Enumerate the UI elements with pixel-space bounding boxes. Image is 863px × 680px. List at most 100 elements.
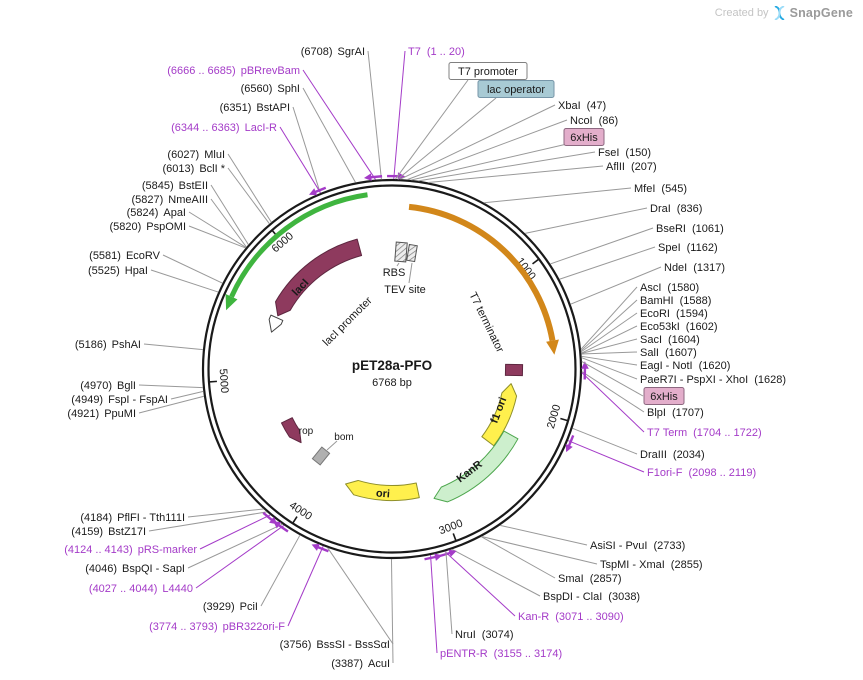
callout-line-fsei [418,151,596,182]
feature-label-t7-terminator[interactable]: T7 terminator [466,290,506,354]
enzyme-label-fsei[interactable]: FseI (150) [598,147,651,159]
enzyme-label-nmeaiii[interactable]: (5827) NmeAIII [131,194,208,206]
enzyme-label-bstapi[interactable]: (6351) BstAPI [220,102,290,114]
enzyme-label-sgrai[interactable]: (6708) SgrAI [301,46,365,58]
callout-line-pentr-r [430,555,438,654]
enzyme-label-ncoi[interactable]: NcoI (86) [570,115,618,127]
feature-f1-ori[interactable] [481,383,518,447]
feature-laci-promoter[interactable] [268,314,284,333]
primer-label-laci-r[interactable]: (6344 .. 6363) LacI-R [171,122,277,134]
scale-tick-label: 2000 [545,403,563,430]
enzyme-label-bstz17i[interactable]: (4159) BstZ17I [71,526,146,538]
primer-label-t7[interactable]: T7 (1 .. 20) [408,46,465,58]
feature-bom[interactable] [311,446,331,466]
enzyme-label-asisi-pvui[interactable]: AsiSI - PvuI (2733) [590,540,685,552]
enzyme-label-draiii[interactable]: DraIII (2034) [640,449,705,461]
enzyme-label-bspqi-sapi[interactable]: (4046) BspQI - SapI [85,563,185,575]
callout-line-f1ori-f [567,440,645,473]
primer-label-pentr-r[interactable]: pENTR-R (3155 .. 3174) [440,648,562,660]
enzyme-label-aflii[interactable]: AflII (207) [606,161,657,173]
enzyme-label-bsteii[interactable]: (5845) BstEII [142,180,208,192]
enzyme-label-saci[interactable]: SacI (1604) [640,334,700,346]
callout-line-asisi-pvui [499,524,588,546]
primer-label-pbr322ori-f[interactable]: (3774 .. 3793) pBR322ori-F [149,621,285,633]
callout-line-apai [188,211,247,248]
feature-laci[interactable] [275,238,363,317]
enzyme-label-ecori[interactable]: EcoRI (1594) [640,308,708,320]
enzyme-label-eco53ki[interactable]: Eco53kI (1602) [640,321,718,333]
badge-line-t7-promoter [395,79,469,180]
feature-label-rop[interactable]: rop [299,426,314,437]
enzyme-label-pflfi-tth111i[interactable]: (4184) PflFI - Tth111I [80,512,185,524]
watermark-created-by: Created by [714,7,769,19]
callout-line-ndei [570,266,662,305]
badge-lac-operator-1[interactable] [477,80,555,98]
enzyme-label-pspomi[interactable]: (5820) PspOMI [109,221,186,233]
badge-t7-promoter-0[interactable] [448,62,528,80]
enzyme-label-pshai[interactable]: (5186) PshAI [75,339,141,351]
primer-label-f1ori-f[interactable]: F1ori-F (2098 .. 2119) [647,467,756,479]
enzyme-label-sali[interactable]: SalI (1607) [640,347,697,359]
enzyme-label-acui[interactable]: (3387) AcuI [331,658,390,670]
callout-line-bsteii [210,184,249,245]
scale-tick [292,516,298,524]
enzyme-label-ppumi[interactable]: (4921) PpuMI [67,408,136,420]
feature-label-bom[interactable]: bom [334,432,353,443]
primer-label-pbrrevbam[interactable]: (6666 .. 6685) pBRrevBam [167,65,300,77]
primer-label-t7-term[interactable]: T7 Term (1704 .. 1722) [647,427,762,439]
callout-line-asci [580,286,638,350]
badge-6xhis-2[interactable] [563,128,605,146]
enzyme-label-asci[interactable]: AscI (1580) [640,282,699,294]
enzyme-label-mlui[interactable]: (6027) MluI [167,149,225,161]
callout-line-t7 [393,50,406,180]
enzyme-label-pcii[interactable]: (3929) PciI [203,601,258,613]
enzyme-label-bcli[interactable]: (6013) BclI * [163,163,226,175]
feature-label-laci-promoter[interactable]: lacI promoter [321,295,375,349]
feature-tev-site[interactable] [406,243,418,263]
enzyme-label-drai[interactable]: DraI (836) [650,203,702,215]
enzyme-label-paer7i-pspxi-xhoi[interactable]: PaeR7I - PspXI - XhoI (1628) [640,374,786,386]
enzyme-label-xbai[interactable]: XbaI (47) [558,100,606,112]
enzyme-label-hpai[interactable]: (5525) HpaI [88,265,148,277]
enzyme-label-fspi-fspai[interactable]: (4949) FspI - FspAI [71,394,168,406]
enzyme-label-tspmi-xmai[interactable]: TspMI - XmaI (2855) [600,559,703,571]
feature-ori[interactable] [345,479,420,501]
primer-arrow-pbr322ori-f [311,543,320,551]
badge-6xhis-3[interactable] [643,387,685,405]
feature-rop[interactable] [280,417,302,444]
feature-insert-orf-arc[interactable] [408,203,556,342]
watermark: Created by SnapGene [715,6,853,20]
enzyme-label-blpi[interactable]: BlpI (1707) [647,407,704,419]
enzyme-label-bamhi[interactable]: BamHI (1588) [640,295,711,307]
feature-orf-frame-arc[interactable] [229,192,368,298]
feature-label-ori[interactable]: ori [375,488,390,501]
primer-label-prs-marker[interactable]: (4124 .. 4143) pRS-marker [64,544,197,556]
enzyme-label-bseri[interactable]: BseRI (1061) [656,223,724,235]
callout-line-smai [481,536,556,579]
enzyme-label-ecorv[interactable]: (5581) EcoRV [89,250,160,262]
enzyme-label-eagi-noti[interactable]: EagI - NotI (1620) [640,360,730,372]
feature-label-tev-site[interactable]: TEV site [384,284,426,296]
enzyme-label-apai[interactable]: (5824) ApaI [127,207,186,219]
enzyme-label-mfei[interactable]: MfeI (545) [634,183,687,195]
callout-line-ppumi [138,395,205,414]
feature-kanr[interactable] [433,430,519,503]
enzyme-label-smai[interactable]: SmaI (2857) [558,573,621,585]
enzyme-label-bgli[interactable]: (4970) BglI [80,380,136,392]
primer-label-l4440[interactable]: (4027 .. 4044) L4440 [89,583,193,595]
enzyme-label-bspdi-clai[interactable]: BspDI - ClaI (3038) [543,591,640,603]
enzyme-label-spei[interactable]: SpeI (1162) [658,242,718,254]
callout-line-bstapi [292,106,321,194]
primer-label-kan-r[interactable]: Kan-R (3071 .. 3090) [518,611,624,623]
feature-label-rbs[interactable]: RBS [383,267,406,279]
enzyme-label-bsssi-bsss-i[interactable]: (3756) BssSI - BssSαI [280,639,390,651]
feature-rbs[interactable] [394,241,408,263]
backbone-ring-inner [207,184,577,554]
enzyme-label-ndei[interactable]: NdeI (1317) [664,262,725,274]
feature-t7-terminator[interactable] [504,363,524,377]
backbone-ring-outer [201,178,583,560]
scale-tick [532,258,540,265]
enzyme-label-nrui[interactable]: NruI (3074) [455,629,514,641]
enzyme-label-sphi[interactable]: (6560) SphI [241,83,300,95]
callout-line-bspdi-clai [451,548,541,597]
